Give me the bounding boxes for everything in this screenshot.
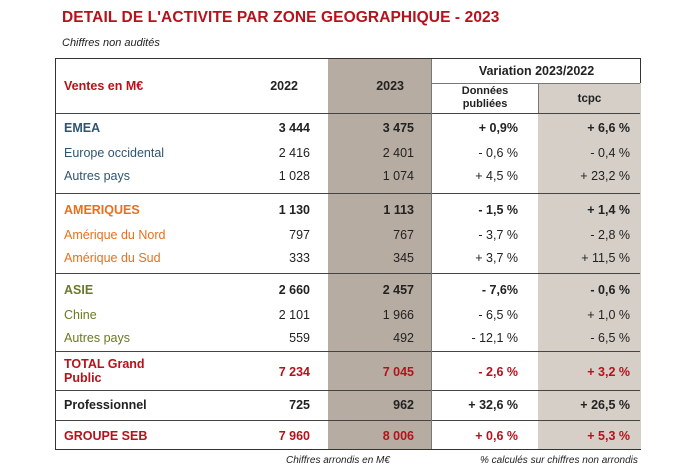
row-north-america-label: Amérique du Nord <box>64 228 166 242</box>
row-group-label: GROUPE SEB <box>64 429 148 443</box>
row-europe-pub: - 0,6 % <box>478 146 518 160</box>
header-bottom-line <box>56 113 640 114</box>
row-europe-label: Europe occidental <box>64 146 165 160</box>
header-label: Ventes en M€ <box>64 79 144 93</box>
row-emea-pub: + 0,9% <box>478 121 518 135</box>
row-asia-pub: - 7,6% <box>481 283 518 297</box>
row-china-2022: 2 101 <box>278 308 310 322</box>
row-north-america-pub: - 3,7 % <box>478 228 518 242</box>
total-gp-bottom-line <box>56 390 640 391</box>
row-emea-label: EMEA <box>64 121 101 135</box>
row-asia-label: ASIE <box>64 283 94 297</box>
row-total-gp-label-line1: TOTAL Grand <box>64 357 145 371</box>
footer-percent-note: % calculés sur chiffres non arrondis <box>480 455 638 466</box>
row-europe-2023: 2 401 <box>382 146 414 160</box>
row-emea-other-pub: + 4,5 % <box>475 169 518 183</box>
row-asia-other-2022: 559 <box>289 331 310 345</box>
row-americas-tcpc: + 1,4 % <box>587 203 630 217</box>
row-north-america-2023: 767 <box>393 228 414 242</box>
row-total-gp-label: TOTAL Grand Public <box>64 357 145 385</box>
header-tcpc: tcpc <box>577 93 602 105</box>
row-americas-2023: 1 113 <box>383 203 414 217</box>
americas-bottom-line <box>56 273 640 274</box>
row-emea-other-2022: 1 028 <box>278 169 310 183</box>
row-emea-tcpc: + 6,6 % <box>587 121 630 135</box>
row-total-gp-2022: 7 234 <box>278 365 310 379</box>
row-south-america-pub: + 3,7 % <box>475 251 518 265</box>
row-emea-2023: 3 475 <box>382 121 414 135</box>
row-europe-2022: 2 416 <box>278 146 310 160</box>
row-asia-other-label: Autres pays <box>64 331 131 345</box>
row-emea-2022: 3 444 <box>278 121 310 135</box>
pro-bottom-line <box>56 420 640 421</box>
row-china-2023: 1 966 <box>382 308 414 322</box>
footer-rounding-note: Chiffres arrondis en M€ <box>286 455 390 466</box>
row-pro-label: Professionnel <box>64 398 147 412</box>
header-2022: 2022 <box>270 79 298 93</box>
row-pro-tcpc: + 26,5 % <box>580 398 630 412</box>
row-north-america-tcpc: - 2,8 % <box>590 228 630 242</box>
row-group-tcpc: + 5,3 % <box>587 429 630 443</box>
row-china-tcpc: + 1,0 % <box>587 308 630 322</box>
row-emea-other-tcpc: + 23,2 % <box>580 169 630 183</box>
row-americas-pub: - 1,5 % <box>478 203 518 217</box>
tcpc-divider <box>538 83 539 113</box>
row-asia-other-pub: - 12,1 % <box>471 331 518 345</box>
header-2023: 2023 <box>376 79 404 93</box>
row-asia-other-2023: 492 <box>393 331 414 345</box>
header-published-line1: Données <box>461 85 509 97</box>
row-total-gp-pub: - 2,6 % <box>478 365 518 379</box>
row-south-america-2022: 333 <box>289 251 310 265</box>
sales-table: Ventes en M€ 2022 2023 Variation 2023/20… <box>55 58 641 450</box>
col-2023-shade <box>328 59 431 449</box>
page-title: DETAIL DE L'ACTIVITE PAR ZONE GEOGRAPHIQ… <box>62 9 500 26</box>
row-pro-pub: + 32,6 % <box>468 398 518 412</box>
header-split-line <box>432 83 640 84</box>
row-asia-2022: 2 660 <box>278 283 310 297</box>
page-subtitle: Chiffres non audités <box>62 37 160 49</box>
row-south-america-label: Amérique du Sud <box>64 251 161 265</box>
row-asia-tcpc: - 0,6 % <box>590 283 630 297</box>
row-europe-tcpc: - 0,4 % <box>590 146 630 160</box>
row-total-gp-tcpc: + 3,2 % <box>587 365 630 379</box>
row-total-gp-label-line2: Public <box>64 371 102 385</box>
asia-bottom-line <box>56 351 640 352</box>
row-americas-label: AMERIQUES <box>64 203 140 217</box>
header-published: Données publiées <box>432 85 538 111</box>
header-variation: Variation 2023/2022 <box>478 64 595 78</box>
row-south-america-2023: 345 <box>393 251 414 265</box>
row-south-america-tcpc: + 11,5 % <box>581 251 630 265</box>
row-americas-2022: 1 130 <box>278 203 310 217</box>
variation-divider <box>431 59 432 449</box>
row-pro-2023: 962 <box>393 398 414 412</box>
row-emea-other-2023: 1 074 <box>382 169 414 183</box>
emea-bottom-line <box>56 193 640 194</box>
row-group-2023: 8 006 <box>382 429 414 443</box>
row-group-2022: 7 960 <box>278 429 310 443</box>
row-china-pub: - 6,5 % <box>478 308 518 322</box>
row-total-gp-2023: 7 045 <box>382 365 414 379</box>
row-asia-2023: 2 457 <box>382 283 414 297</box>
row-group-pub: + 0,6 % <box>475 429 518 443</box>
col-tcpc-shade <box>538 83 641 449</box>
row-china-label: Chine <box>64 308 97 322</box>
row-emea-other-label: Autres pays <box>64 169 131 183</box>
row-pro-2022: 725 <box>289 398 310 412</box>
header-published-line2: publiées <box>462 98 508 110</box>
row-asia-other-tcpc: - 6,5 % <box>590 331 630 345</box>
row-north-america-2022: 797 <box>289 228 310 242</box>
